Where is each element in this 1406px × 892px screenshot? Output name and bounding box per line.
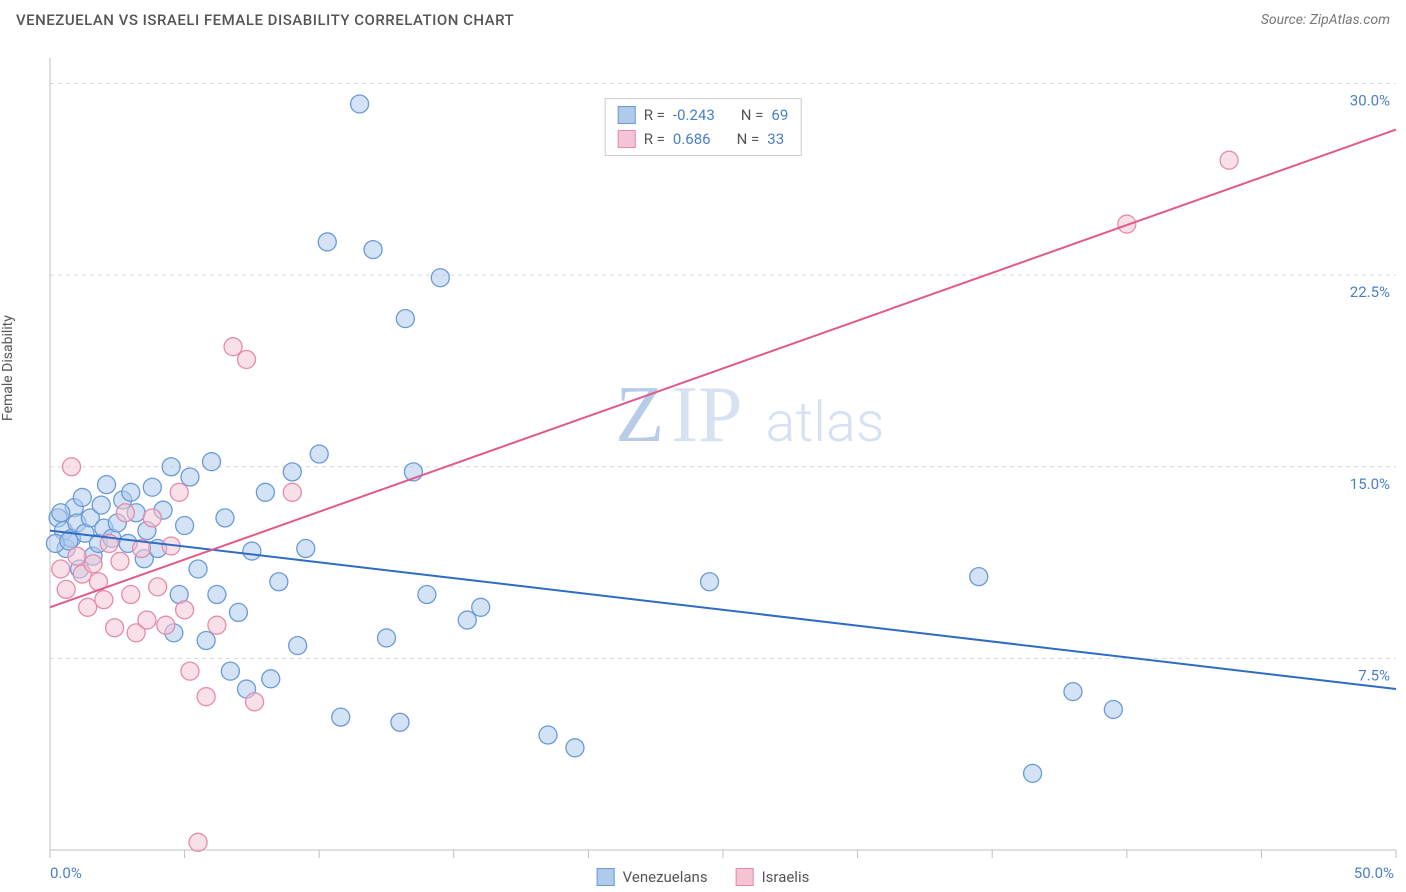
source-label: Source: ZipAtlas.com bbox=[1261, 12, 1390, 28]
svg-text:atlas: atlas bbox=[765, 389, 884, 455]
legend-swatch-venezuelans bbox=[597, 868, 615, 886]
n-value-israelis: 33 bbox=[767, 127, 784, 151]
n-value-venezuelans: 69 bbox=[771, 103, 788, 127]
legend-label-israelis: Israelis bbox=[762, 868, 810, 886]
legend-item-venezuelans: Venezuelans bbox=[597, 868, 708, 886]
legend-item-israelis: Israelis bbox=[736, 868, 810, 886]
bottom-legend: Venezuelans Israelis bbox=[597, 868, 810, 886]
svg-text:7.5%: 7.5% bbox=[1358, 666, 1390, 684]
y-axis-label: Female Disability bbox=[0, 315, 16, 421]
stats-row-israelis: R = 0.686 N = 33 bbox=[618, 127, 789, 151]
x-axis-min-label: 0.0% bbox=[50, 864, 82, 882]
chart-title: VENEZUELAN VS ISRAELI FEMALE DISABILITY … bbox=[16, 11, 514, 29]
legend-label-venezuelans: Venezuelans bbox=[623, 868, 708, 886]
svg-text:22.5%: 22.5% bbox=[1350, 283, 1390, 301]
x-axis-max-label: 50.0% bbox=[1354, 864, 1394, 882]
swatch-venezuelans bbox=[618, 106, 636, 124]
r-value-israelis: 0.686 bbox=[673, 127, 711, 151]
r-prefix: R = bbox=[644, 103, 665, 127]
scatter-chart-svg: 7.5% 15.0% 22.5% 30.0% ZIP atlas bbox=[0, 40, 1406, 892]
svg-text:IP: IP bbox=[671, 371, 742, 459]
r-value-venezuelans: -0.243 bbox=[673, 103, 715, 127]
stats-row-venezuelans: R = -0.243 N = 69 bbox=[618, 103, 789, 127]
r-prefix: R = bbox=[644, 127, 665, 151]
n-prefix: N = bbox=[737, 127, 760, 151]
chart-area: Female Disability 7.5% 15.0% 22.5% 30.0% ZIP… bbox=[0, 40, 1406, 892]
svg-text:Z: Z bbox=[615, 371, 664, 459]
stats-legend-box: R = -0.243 N = 69 R = 0.686 N = 33 bbox=[605, 98, 802, 156]
svg-text:15.0%: 15.0% bbox=[1350, 475, 1390, 493]
swatch-israelis bbox=[618, 130, 636, 148]
svg-text:30.0%: 30.0% bbox=[1350, 92, 1390, 110]
n-prefix: N = bbox=[741, 103, 764, 127]
legend-swatch-israelis bbox=[736, 868, 754, 886]
